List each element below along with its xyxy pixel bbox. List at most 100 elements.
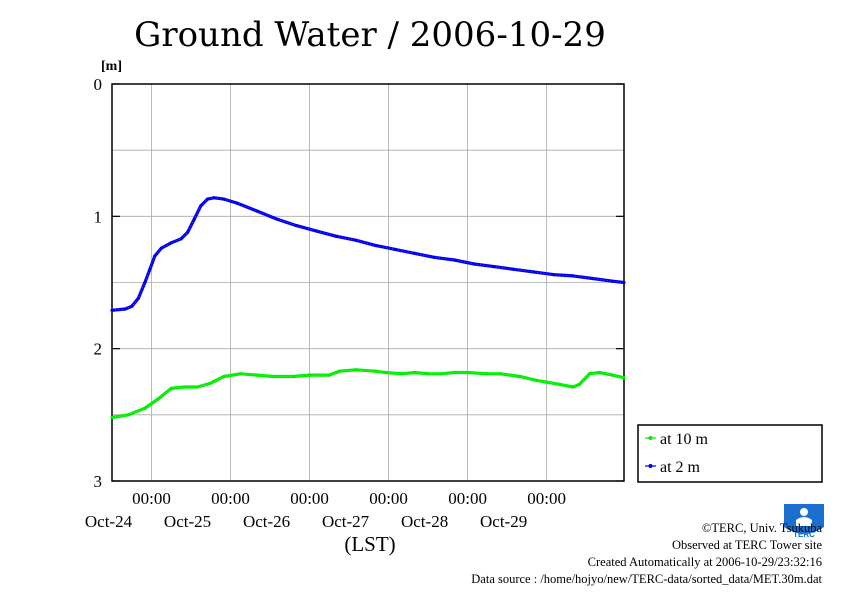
data-point	[148, 267, 152, 271]
data-point	[212, 196, 216, 200]
series-layer	[110, 196, 626, 420]
data-point	[433, 255, 437, 259]
data-point	[179, 237, 183, 241]
data-point	[610, 279, 615, 283]
x-axis-label: (LST)	[344, 532, 395, 556]
data-point	[192, 217, 196, 221]
data-point	[535, 378, 539, 383]
data-point	[413, 251, 417, 255]
grid-lines	[112, 84, 624, 481]
data-point	[551, 272, 555, 277]
data-point	[518, 374, 522, 379]
footer-observed: Observed at TERC Tower site	[671, 538, 822, 552]
data-point	[169, 241, 173, 245]
data-point	[472, 262, 476, 266]
series-at-10-m	[110, 368, 626, 420]
data-point	[205, 197, 210, 201]
data-point	[153, 254, 157, 258]
data-point	[169, 386, 173, 390]
data-point	[597, 370, 601, 375]
data-point	[186, 230, 190, 234]
data-point	[531, 270, 536, 274]
data-point	[354, 368, 358, 372]
data-point	[136, 296, 140, 300]
x-tick-date-label: Oct-24	[85, 512, 133, 531]
data-point	[587, 372, 592, 376]
footer-created: Created Automatically at 2006-10-29/23:3…	[587, 555, 822, 569]
data-point	[255, 373, 259, 377]
data-point	[492, 265, 496, 269]
data-point	[622, 280, 626, 285]
data-point	[307, 373, 312, 377]
y-tick-label: 3	[94, 472, 103, 491]
data-point	[354, 238, 358, 242]
data-point	[143, 406, 147, 410]
data-point	[571, 385, 575, 389]
data-point	[156, 397, 160, 401]
data-point	[275, 217, 279, 221]
legend: at 10 m at 2 m	[637, 424, 823, 483]
footer: ©TERC, Univ. Tsukuba Observed at TERC To…	[471, 520, 822, 588]
series-marker-texture	[111, 369, 625, 418]
data-point	[452, 370, 457, 375]
series-marker-texture	[111, 197, 625, 311]
data-point	[110, 308, 114, 312]
legend-marker	[648, 464, 653, 468]
x-axis-ticks: 00:00Oct-2400:00Oct-2500:00Oct-2600:00Oc…	[85, 489, 566, 531]
data-point	[452, 258, 457, 262]
footer-credit: ©TERC, Univ. Tsukuba	[701, 521, 822, 535]
x-tick-date-label: Oct-26	[243, 512, 290, 531]
data-point	[126, 413, 131, 417]
data-point	[327, 373, 331, 377]
data-point	[291, 374, 295, 379]
data-point	[271, 374, 275, 379]
x-tick-date-label: Oct-27	[322, 512, 370, 531]
x-tick-time-label: 00:00	[527, 489, 566, 508]
data-point	[413, 370, 417, 375]
data-point	[143, 280, 147, 285]
legend-item: at 10 m	[645, 431, 709, 448]
data-point	[512, 267, 516, 271]
data-point	[400, 372, 404, 376]
data-point	[577, 382, 582, 386]
data-point	[238, 372, 243, 376]
data-point	[159, 246, 163, 250]
data-point	[110, 415, 114, 420]
y-tick-label: 1	[94, 207, 103, 226]
data-point	[130, 304, 134, 308]
legend-items: at 10 m at 2 m	[645, 431, 709, 476]
x-tick-date-label: Oct-25	[164, 512, 211, 531]
legend-label: at 10 m	[660, 431, 709, 448]
data-point	[622, 376, 626, 380]
data-point	[222, 197, 226, 201]
data-point	[123, 307, 127, 311]
series-line	[111, 368, 625, 420]
data-point	[255, 209, 259, 213]
legend-box	[637, 424, 823, 483]
logo-text: TERC	[793, 530, 815, 539]
data-point	[591, 276, 595, 281]
data-point	[294, 223, 298, 228]
data-point	[439, 372, 443, 376]
series-line	[111, 196, 625, 312]
x-tick-date-label: Oct-28	[401, 512, 448, 531]
data-point	[558, 382, 562, 386]
data-point	[498, 372, 503, 376]
data-point	[383, 370, 387, 375]
data-point	[182, 385, 187, 389]
y-unit-label: [m]	[101, 59, 122, 74]
x-tick-time-label: 00:00	[211, 489, 250, 508]
data-point	[393, 247, 397, 252]
data-point	[196, 385, 200, 389]
data-point	[571, 274, 575, 278]
y-axis-ticks: 0 1 2 3	[94, 75, 624, 491]
legend-item: at 2 m	[645, 459, 701, 476]
data-point	[334, 234, 338, 238]
data-point	[373, 369, 378, 373]
chart-title: Ground Water / 2006-10-29	[134, 15, 606, 55]
data-point	[209, 381, 213, 385]
x-tick-time-label: 00:00	[290, 489, 329, 508]
data-point	[222, 374, 226, 379]
x-tick-time-label: 00:00	[448, 489, 487, 508]
